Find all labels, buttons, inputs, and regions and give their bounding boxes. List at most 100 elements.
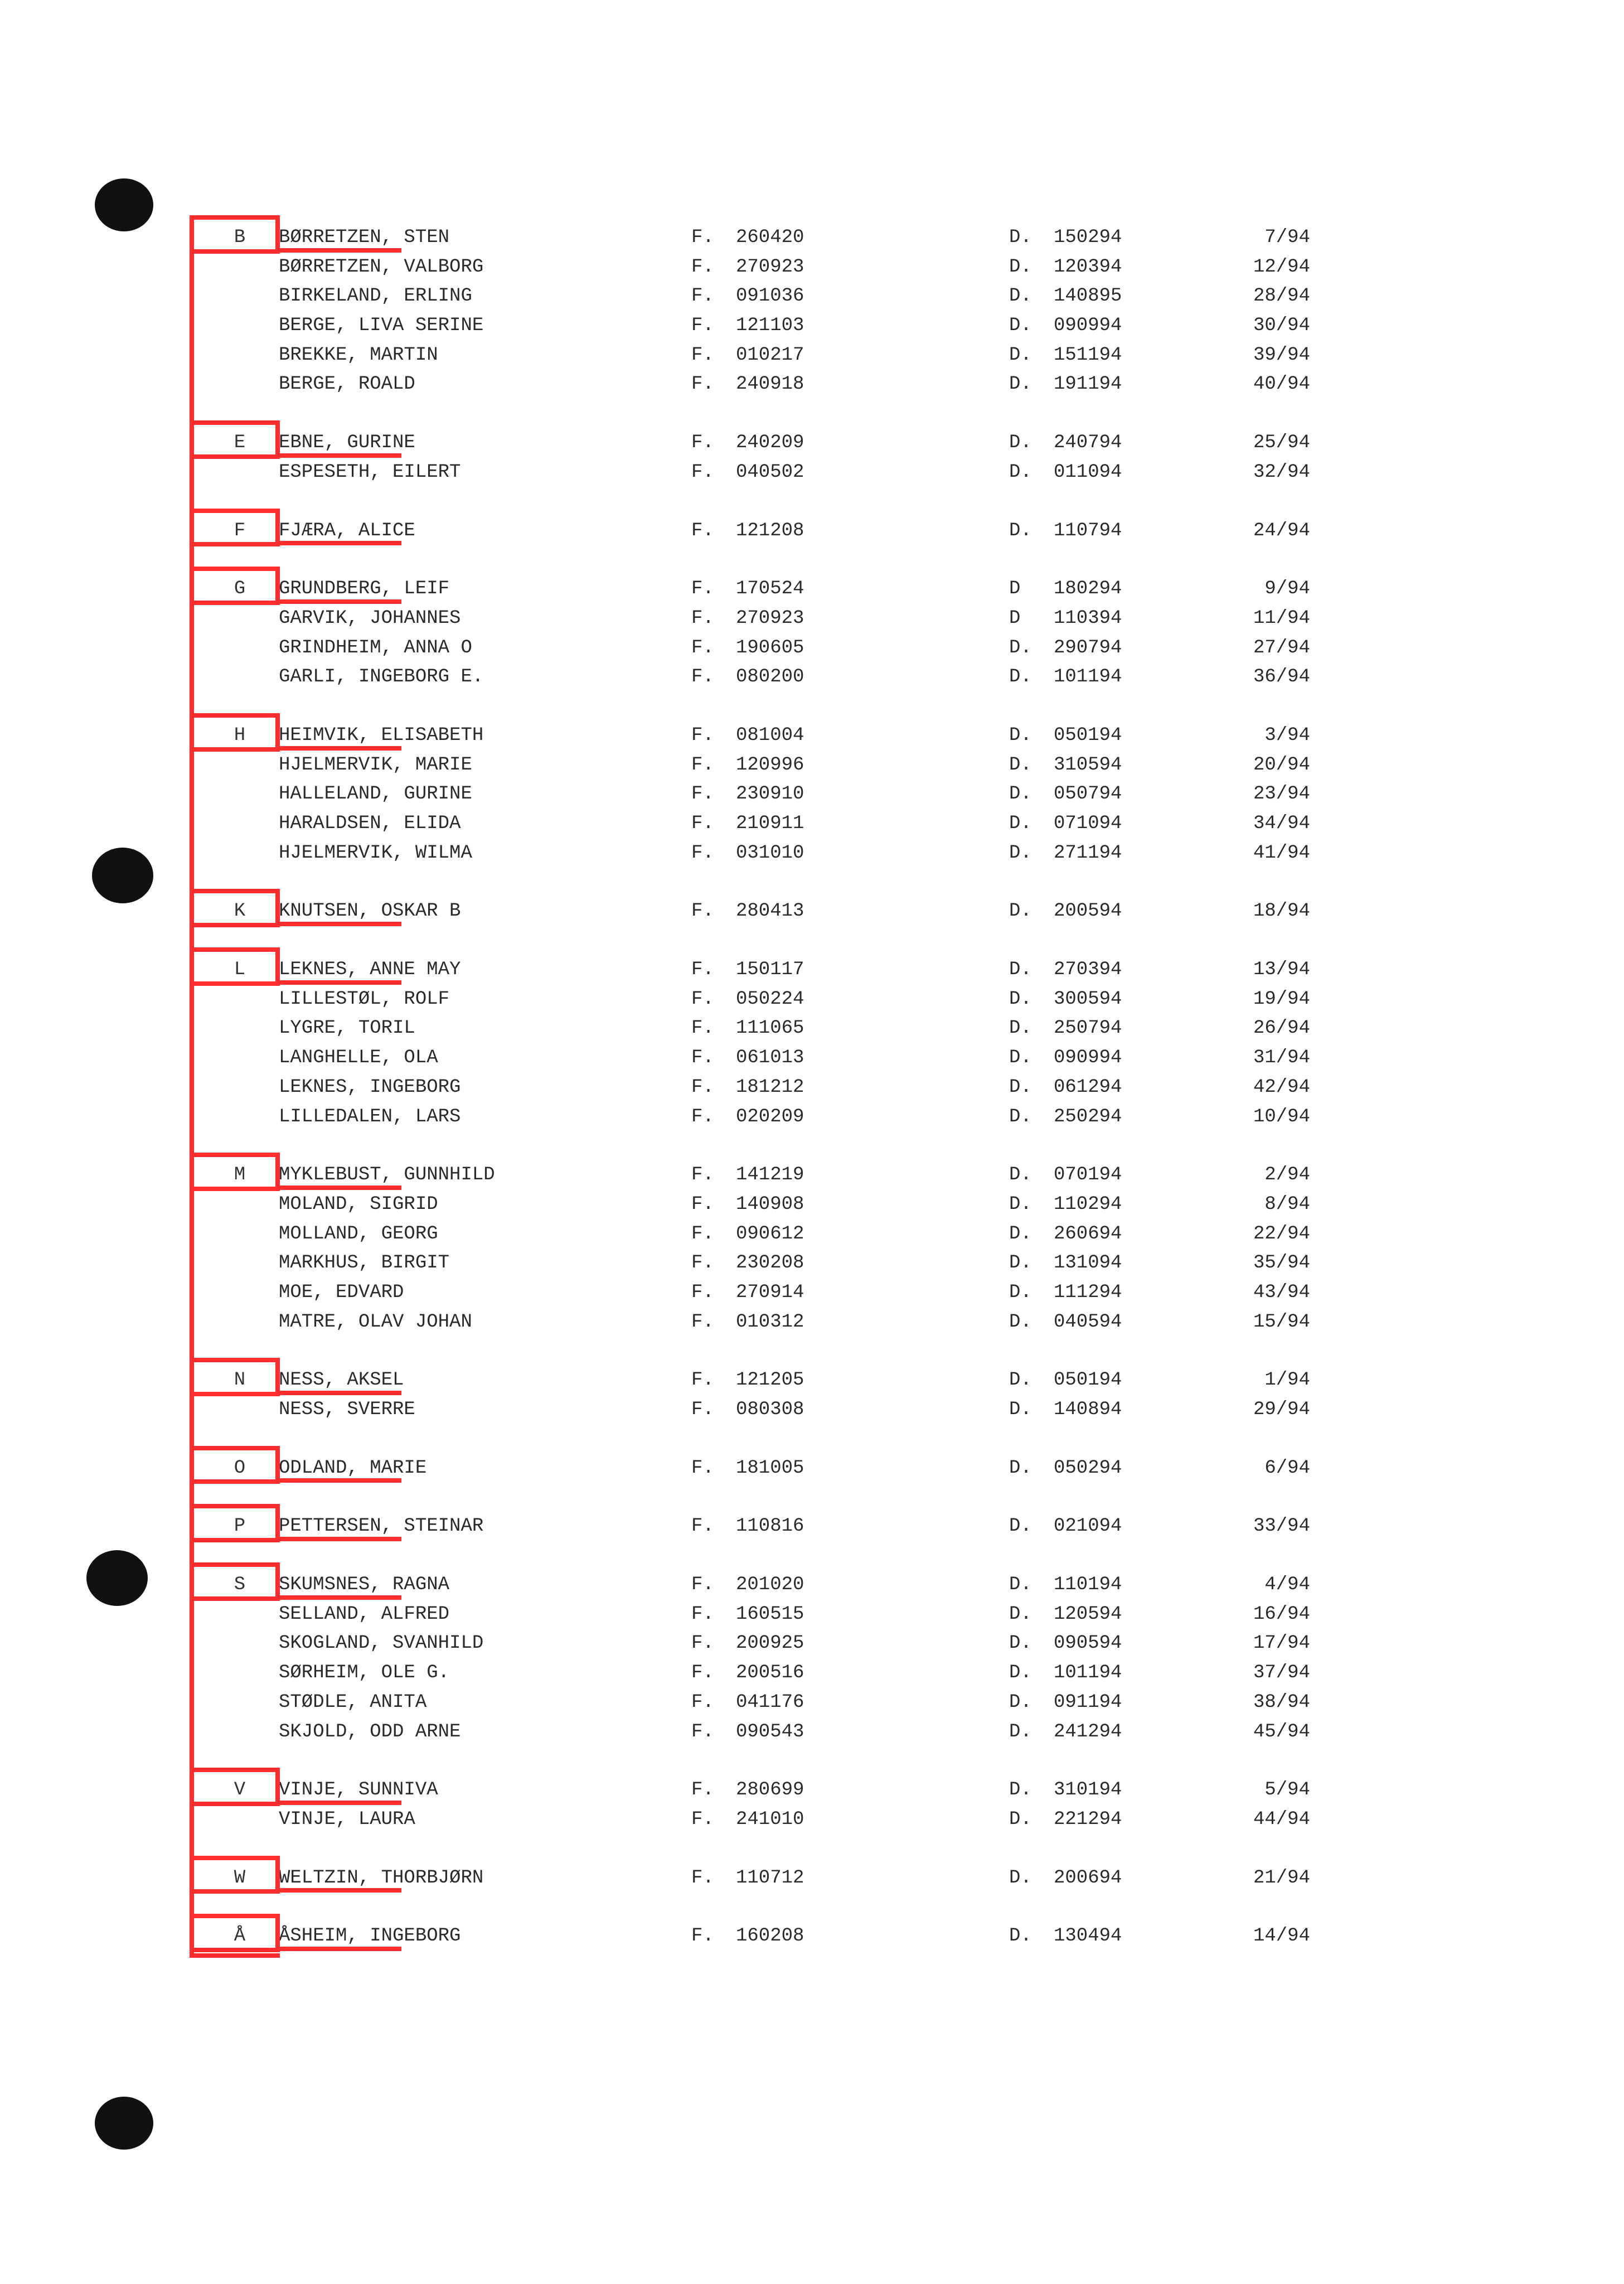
letter-group: HHEIMVIK, ELISABETHF.081004D.0501943/94H…: [206, 721, 1433, 868]
died-label: D.: [1009, 253, 1054, 282]
died-label: D.: [1009, 1395, 1054, 1425]
record-row: SELLAND, ALFREDF.160515D.12059416/94: [206, 1600, 1433, 1629]
died-label: D.: [1009, 721, 1054, 751]
index-letter: G: [206, 574, 273, 604]
died-date: 140895: [1054, 282, 1199, 311]
reference-number: 29/94: [1199, 1395, 1310, 1425]
died-date: 050794: [1054, 780, 1199, 809]
born-label: F.: [691, 1366, 736, 1395]
born-label: F.: [691, 955, 736, 985]
died-label: D.: [1009, 1600, 1054, 1629]
born-label: F.: [691, 1864, 736, 1893]
born-label: F.: [691, 780, 736, 809]
died-label: D.: [1009, 839, 1054, 868]
person-name: ÅSHEIM, INGEBORG: [273, 1922, 691, 1951]
born-date: 200516: [736, 1658, 881, 1688]
born-label: F.: [691, 897, 736, 926]
died-date: 050294: [1054, 1454, 1199, 1483]
born-label: F.: [691, 1160, 736, 1190]
born-label: F.: [691, 1308, 736, 1337]
born-label: F.: [691, 223, 736, 253]
died-label: D.: [1009, 780, 1054, 809]
died-label: D.: [1009, 1014, 1054, 1043]
died-label: D.: [1009, 1102, 1054, 1132]
index-letter: E: [206, 428, 273, 458]
died-date: 131094: [1054, 1249, 1199, 1278]
born-label: F.: [691, 751, 736, 780]
born-label: F.: [691, 633, 736, 663]
letter-group: VVINJE, SUNNIVAF.280699D.3101945/94VINJE…: [206, 1775, 1433, 1834]
died-label: D.: [1009, 985, 1054, 1014]
died-label: D.: [1009, 341, 1054, 370]
letter-group: NNESS, AKSELF.121205D.0501941/94NESS, SV…: [206, 1366, 1433, 1424]
born-date: 020209: [736, 1102, 881, 1132]
record-row: GGRUNDBERG, LEIFF.170524D1802949/94: [206, 574, 1433, 604]
record-row: WWELTZIN, THORBJØRNF.110712D.20069421/94: [206, 1864, 1433, 1893]
born-label: F.: [691, 253, 736, 282]
born-date: 201020: [736, 1570, 881, 1600]
reference-number: 9/94: [1199, 574, 1310, 604]
letter-group: WWELTZIN, THORBJØRNF.110712D.20069421/94: [206, 1864, 1433, 1893]
record-row: NESS, SVERREF.080308D.14089429/94: [206, 1395, 1433, 1425]
died-date: 140894: [1054, 1395, 1199, 1425]
record-row: VINJE, LAURAF.241010D.22129444/94: [206, 1805, 1433, 1835]
died-date: 071094: [1054, 809, 1199, 839]
died-label: D.: [1009, 1775, 1054, 1805]
letter-group: EEBNE, GURINEF.240209D.24079425/94ESPESE…: [206, 428, 1433, 487]
record-row: MMYKLEBUST, GUNNHILDF.141219D.0701942/94: [206, 1160, 1433, 1190]
born-date: 181212: [736, 1073, 881, 1102]
reference-number: 21/94: [1199, 1864, 1310, 1893]
born-date: 240918: [736, 370, 881, 399]
died-date: 021094: [1054, 1512, 1199, 1541]
person-name: HJELMERVIK, MARIE: [273, 751, 691, 780]
died-date: 191194: [1054, 370, 1199, 399]
died-label: D.: [1009, 809, 1054, 839]
reference-number: 42/94: [1199, 1073, 1310, 1102]
reference-number: 24/94: [1199, 516, 1310, 546]
died-date: 150294: [1054, 223, 1199, 253]
reference-number: 7/94: [1199, 223, 1310, 253]
person-name: STØDLE, ANITA: [273, 1688, 691, 1717]
record-row: ESPESETH, EILERTF.040502D.01109432/94: [206, 458, 1433, 487]
record-row: ÅÅSHEIM, INGEBORGF.160208D.13049414/94: [206, 1922, 1433, 1951]
died-label: D.: [1009, 1658, 1054, 1688]
born-date: 160208: [736, 1922, 881, 1951]
born-date: 141219: [736, 1160, 881, 1190]
died-date: 271194: [1054, 839, 1199, 868]
person-name: BØRRETZEN, STEN: [273, 223, 691, 253]
person-name: PETTERSEN, STEINAR: [273, 1512, 691, 1541]
born-date: 120996: [736, 751, 881, 780]
died-date: 110194: [1054, 1570, 1199, 1600]
reference-number: 28/94: [1199, 282, 1310, 311]
reference-number: 33/94: [1199, 1512, 1310, 1541]
index-letter: H: [206, 721, 273, 751]
record-row: GARVIK, JOHANNESF.270923D11039411/94: [206, 604, 1433, 633]
record-row: EEBNE, GURINEF.240209D.24079425/94: [206, 428, 1433, 458]
person-name: HJELMERVIK, WILMA: [273, 839, 691, 868]
born-date: 170524: [736, 574, 881, 604]
reference-number: 25/94: [1199, 428, 1310, 458]
person-name: LANGHELLE, OLA: [273, 1043, 691, 1073]
born-date: 240209: [736, 428, 881, 458]
punch-hole: [95, 178, 153, 231]
record-row: LYGRE, TORILF.111065D.25079426/94: [206, 1014, 1433, 1043]
person-name: MOE, EDVARD: [273, 1278, 691, 1308]
died-label: D.: [1009, 1864, 1054, 1893]
reference-number: 32/94: [1199, 458, 1310, 487]
born-date: 031010: [736, 839, 881, 868]
record-row: OODLAND, MARIEF.181005D.0502946/94: [206, 1454, 1433, 1483]
born-date: 260420: [736, 223, 881, 253]
born-date: 121205: [736, 1366, 881, 1395]
reference-number: 16/94: [1199, 1600, 1310, 1629]
born-label: F.: [691, 1922, 736, 1951]
person-name: VINJE, LAURA: [273, 1805, 691, 1835]
died-date: 110794: [1054, 516, 1199, 546]
died-date: 260694: [1054, 1220, 1199, 1249]
born-date: 110712: [736, 1864, 881, 1893]
died-label: D.: [1009, 370, 1054, 399]
person-name: HARALDSEN, ELIDA: [273, 809, 691, 839]
born-label: F.: [691, 458, 736, 487]
record-row: HARALDSEN, ELIDAF.210911D.07109434/94: [206, 809, 1433, 839]
record-row: SKOGLAND, SVANHILDF.200925D.09059417/94: [206, 1629, 1433, 1658]
person-name: LILLESTØL, ROLF: [273, 985, 691, 1014]
